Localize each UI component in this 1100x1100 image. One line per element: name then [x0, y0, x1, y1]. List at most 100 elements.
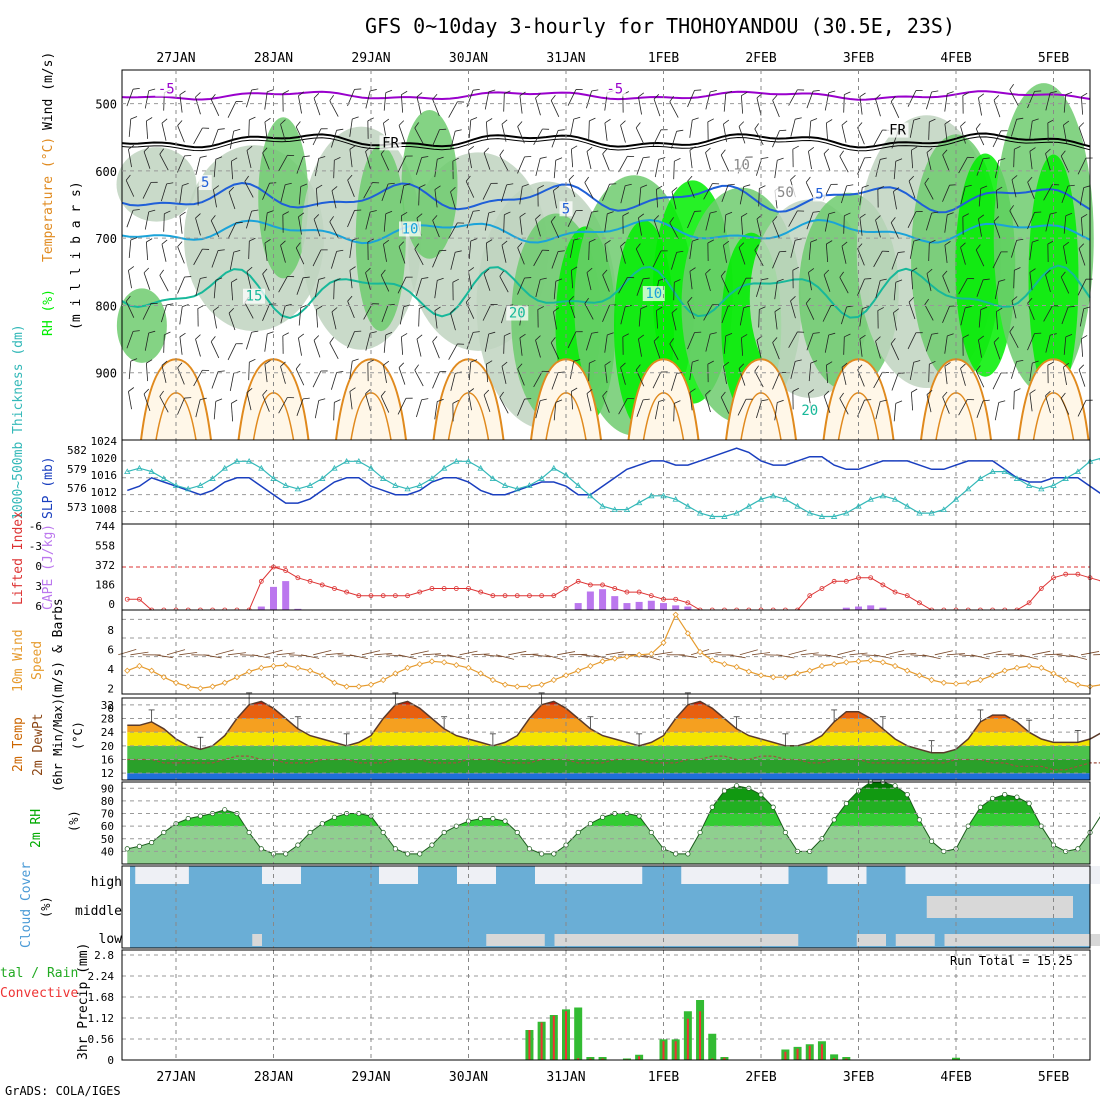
- wind-barb: [958, 399, 975, 416]
- wind-barb: [347, 295, 355, 319]
- wind-barb-feather: [125, 295, 131, 302]
- wind-barb-feather: [517, 363, 523, 370]
- wind-barb-feather: [931, 90, 939, 93]
- thickness-marker: [745, 502, 752, 509]
- precip-tick-label: 1.68: [88, 991, 115, 1004]
- wind-barb-feather: [978, 335, 985, 341]
- thickness-marker: [258, 464, 265, 471]
- wind-barb-feather: [555, 278, 563, 282]
- thickness-marker: [392, 482, 399, 488]
- wind10-barb: [995, 653, 1014, 656]
- wind-barb-staff: [654, 159, 660, 178]
- wind-barb: [824, 332, 836, 353]
- wind-barb-staff: [347, 179, 355, 197]
- wind-barb-staff: [944, 245, 948, 263]
- wind-barb: [910, 146, 918, 169]
- wind-barb-feather: [993, 216, 1000, 222]
- wind-barb-feather: [370, 331, 377, 334]
- wind-barb-feather: [745, 277, 753, 279]
- wind-barb-feather: [1065, 212, 1073, 217]
- wind-barb: [380, 269, 390, 292]
- wind-barb-staff: [635, 127, 645, 145]
- wind10-marker: [916, 672, 923, 679]
- wind-barb-staff: [723, 245, 727, 263]
- wind-barb-feather: [414, 364, 419, 371]
- wind-barb: [282, 211, 289, 233]
- wind-barb-staff: [740, 95, 744, 114]
- wind-barb: [383, 360, 390, 384]
- wind10-marker: [550, 676, 557, 684]
- wind-barb: [537, 184, 544, 207]
- cape-bar: [855, 606, 862, 610]
- wind-barb-staff: [550, 342, 560, 360]
- wind-barb: [758, 306, 766, 328]
- wind-barb-staff: [432, 341, 440, 359]
- wind-barb: [349, 387, 356, 410]
- wind-barb-feather: [591, 210, 599, 213]
- rh-marker: [441, 829, 447, 836]
- wind-barb: [517, 242, 525, 265]
- wind-barb-feather: [947, 91, 954, 95]
- wind-barb-feather: [846, 305, 854, 308]
- wind-barb: [638, 213, 645, 236]
- rh-marker: [831, 817, 837, 823]
- wind10-barb: [837, 649, 856, 656]
- wind-barb-feather: [1009, 83, 1014, 90]
- wind-barb-staff: [229, 252, 235, 270]
- wind-barb-staff: [315, 309, 319, 328]
- wind-barb-staff: [213, 189, 217, 208]
- wind-barb-feather: [148, 88, 156, 92]
- wind10-marker: [672, 611, 679, 618]
- wind-barb-feather: [179, 211, 186, 217]
- wind-barb-staff: [484, 333, 490, 352]
- wind-barb-feather: [282, 90, 289, 94]
- wind-barb-staff: [551, 251, 559, 269]
- wind-barb-feather: [978, 93, 985, 99]
- wind-barb-staff: [416, 96, 422, 115]
- wind-barb-staff: [926, 273, 932, 292]
- wind-barb-feather: [911, 388, 918, 393]
- rh-marker: [916, 817, 922, 823]
- wind-barb-staff: [942, 396, 950, 414]
- wind-barb-staff: [671, 191, 677, 210]
- wind-barb: [670, 250, 684, 270]
- wind-barb-staff: [890, 222, 900, 240]
- wind-barb-staff: [875, 98, 881, 117]
- contour-label-bg: [886, 122, 909, 138]
- wind-barb-staff: [415, 157, 423, 175]
- wind-barb-staff: [414, 369, 424, 387]
- wind-barb: [126, 209, 140, 228]
- wind10-barb: [118, 649, 137, 656]
- wind-barb-feather: [810, 118, 818, 122]
- wind-barb-staff: [418, 308, 420, 327]
- wind-barb-feather: [908, 296, 915, 303]
- wind-barb-staff: [468, 119, 472, 138]
- wind-barb-feather: [385, 210, 393, 215]
- wind-barb: [295, 242, 305, 265]
- top-day-label: 29JAN: [351, 51, 390, 66]
- wind-barb-staff: [859, 96, 863, 115]
- wind-barb-staff: [434, 159, 438, 178]
- wind-barb-staff: [774, 311, 778, 330]
- wind-barb: [278, 397, 295, 414]
- wind-barb: [638, 305, 648, 327]
- wind-barb: [788, 89, 805, 106]
- wind-barb: [1029, 389, 1036, 412]
- wind-barb-staff: [1077, 157, 1087, 175]
- wind-barb-staff: [349, 240, 353, 258]
- wind-barb-feather: [1068, 184, 1075, 187]
- wind-barb-feather: [823, 390, 830, 397]
- ylabel-wind10-a: 10m Wind: [11, 629, 26, 692]
- wind-barb: [211, 370, 225, 389]
- wind-barb-staff: [262, 304, 270, 321]
- wind-barb-feather: [383, 360, 390, 366]
- cape-tick-label: 558: [95, 540, 115, 553]
- wind-barb-staff: [618, 156, 628, 173]
- lifted-marker: [344, 589, 350, 595]
- wind-barb: [414, 243, 424, 266]
- wind-barb: [740, 334, 748, 356]
- wind-barb: [567, 210, 583, 227]
- wind-barb-staff: [551, 372, 559, 390]
- wind-barb-staff: [298, 307, 302, 326]
